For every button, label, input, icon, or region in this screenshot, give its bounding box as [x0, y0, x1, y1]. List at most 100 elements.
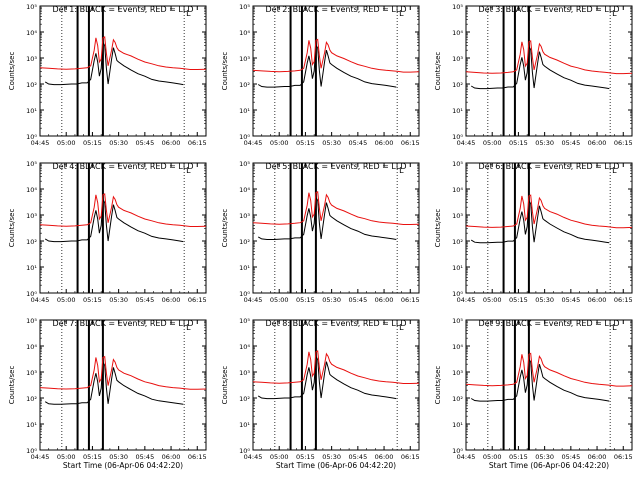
x-axis-label: Start Time (06-Apr-06 04:42:20)	[489, 461, 609, 470]
x-tick-label: 05:00	[57, 296, 76, 304]
y-tick-label: 10⁵	[452, 317, 463, 325]
x-tick-label: 05:45	[135, 139, 154, 147]
y-axis-label: Counts/sec	[8, 209, 16, 248]
x-tick-label: 06:15	[614, 296, 633, 304]
panel-title: Det 8: BLACK = Events, RED = LLD	[266, 319, 407, 328]
series-events-line	[257, 195, 397, 240]
y-tick-label: 10²	[452, 395, 463, 403]
y-tick-label: 10⁵	[26, 160, 37, 168]
y-tick-label: 10⁰	[452, 133, 463, 141]
detector-panel-8: Det 8: BLACK = Events, RED = LLD 10⁰ 10¹ 10…	[221, 317, 420, 470]
y-tick-label: 10³	[452, 212, 463, 220]
x-tick-label: 04:45	[457, 296, 476, 304]
panel-title: Det 5: BLACK = Events, RED = LLD	[266, 162, 407, 171]
series-events-line	[470, 198, 610, 244]
y-axis-label: Counts/sec	[434, 52, 442, 91]
x-tick-label: 06:15	[401, 139, 420, 147]
x-tick-label: 04:45	[244, 296, 263, 304]
x-tick-label: 06:15	[188, 139, 207, 147]
x-tick-label: 05:15	[83, 453, 102, 461]
x-tick-label: 06:00	[375, 139, 394, 147]
detector-panel-3: Det 3: BLACK = Events, RED = LLD 10⁰ 10¹ 10…	[434, 3, 633, 147]
x-tick-label: 06:00	[162, 453, 181, 461]
y-tick-label: 10⁴	[452, 29, 463, 37]
x-tick-label: 05:45	[348, 139, 367, 147]
plot-frame	[39, 319, 207, 451]
plot-frame	[252, 162, 420, 294]
series-lld-line	[465, 194, 633, 229]
y-tick-label: 10³	[239, 369, 250, 377]
detector-panel-5: Det 5: BLACK = Events, RED = LLD 10⁰ 10¹ 10…	[221, 160, 420, 304]
x-tick-label: 06:00	[588, 453, 607, 461]
x-tick-label: 06:00	[162, 296, 181, 304]
x-tick-label: 06:15	[401, 453, 420, 461]
x-tick-label: 05:45	[561, 296, 580, 304]
tail-label: L	[399, 9, 404, 18]
x-tick-label: 06:00	[162, 139, 181, 147]
y-tick-label: 10⁵	[239, 317, 250, 325]
x-tick-label: 06:15	[188, 453, 207, 461]
detector-panel-9: Det 9: BLACK = Events, RED = LLD 10⁰ 10¹ 10…	[434, 317, 633, 470]
x-tick-label: 05:30	[322, 453, 341, 461]
y-axis-label: Counts/sec	[221, 209, 229, 248]
x-tick-label: 05:00	[483, 453, 502, 461]
x-axis-label: Start Time (06-Apr-06 04:42:20)	[63, 461, 183, 470]
x-tick-label: 06:00	[375, 296, 394, 304]
y-tick-label: 10⁰	[26, 447, 37, 455]
plot-frame	[465, 319, 633, 451]
x-tick-label: 05:45	[135, 453, 154, 461]
y-tick-label: 10⁵	[452, 3, 463, 11]
x-tick-label: 05:15	[509, 453, 528, 461]
x-tick-label: 05:15	[83, 139, 102, 147]
y-tick-label: 10³	[452, 55, 463, 63]
y-tick-label: 10³	[26, 212, 37, 220]
x-tick-label: 06:00	[588, 296, 607, 304]
x-tick-label: 05:00	[270, 296, 289, 304]
x-tick-label: 05:45	[135, 296, 154, 304]
panel-title: Det 1: BLACK = Events, RED = LLD	[53, 5, 194, 14]
series-lld-line	[465, 352, 633, 387]
y-tick-label: 10¹	[452, 107, 463, 115]
x-tick-label: 05:30	[535, 453, 554, 461]
y-axis-label: Counts/sec	[221, 366, 229, 405]
y-tick-label: 10¹	[452, 421, 463, 429]
series-events-line	[44, 40, 184, 86]
x-tick-label: 04:45	[31, 453, 50, 461]
tail-label: L	[612, 166, 617, 175]
y-tick-label: 10⁰	[26, 290, 37, 298]
plot-frame	[39, 5, 207, 137]
plot-frame	[252, 5, 420, 137]
y-tick-label: 10⁴	[26, 29, 37, 37]
x-tick-label: 05:15	[296, 139, 315, 147]
y-axis-label: Counts/sec	[434, 366, 442, 405]
y-axis-label: Counts/sec	[434, 209, 442, 248]
x-tick-label: 05:30	[109, 139, 128, 147]
x-tick-label: 04:45	[457, 139, 476, 147]
tail-label: L	[612, 323, 617, 332]
y-tick-label: 10⁰	[452, 447, 463, 455]
y-tick-label: 10⁵	[26, 3, 37, 11]
x-tick-label: 05:30	[322, 296, 341, 304]
x-tick-label: 05:15	[296, 296, 315, 304]
tail-label: L	[399, 323, 404, 332]
y-tick-label: 10¹	[26, 107, 37, 115]
panel-title: Det 4: BLACK = Events, RED = LLD	[53, 162, 194, 171]
x-tick-label: 04:45	[31, 296, 50, 304]
y-tick-label: 10²	[452, 238, 463, 246]
y-tick-label: 10¹	[239, 421, 250, 429]
series-lld-line	[465, 40, 633, 75]
y-tick-label: 10⁴	[239, 186, 250, 194]
series-events-line	[470, 44, 610, 90]
y-tick-label: 10²	[26, 81, 37, 89]
y-tick-label: 10³	[26, 369, 37, 377]
plot-frame	[39, 162, 207, 294]
y-tick-label: 10⁵	[452, 160, 463, 168]
tail-label: L	[612, 9, 617, 18]
y-tick-label: 10⁰	[239, 447, 250, 455]
y-axis-label: Counts/sec	[8, 366, 16, 405]
y-tick-label: 10¹	[26, 264, 37, 272]
plot-frame	[465, 5, 633, 137]
panel-title: Det 3: BLACK = Events, RED = LLD	[479, 5, 620, 14]
x-tick-label: 05:30	[322, 139, 341, 147]
